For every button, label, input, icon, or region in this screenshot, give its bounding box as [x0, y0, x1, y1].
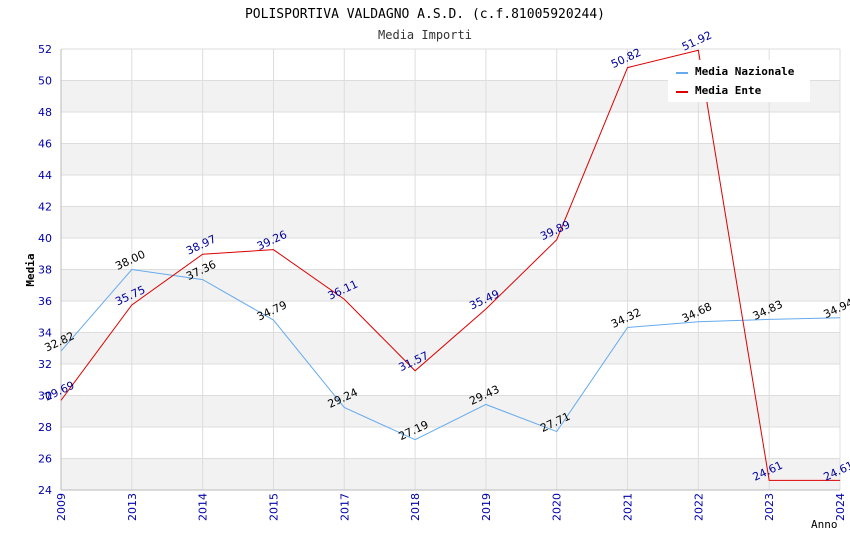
- x-tick-label: 2014: [197, 493, 210, 521]
- y-tick-label: 34: [38, 327, 52, 340]
- y-tick-label: 30: [38, 390, 52, 403]
- y-tick-label: 32: [38, 358, 52, 371]
- x-tick-label: 2009: [55, 493, 68, 521]
- data-label: 50.82: [609, 46, 643, 71]
- x-tick-label: 2017: [338, 493, 351, 521]
- series-line-0: [60, 268, 841, 441]
- series-lines: [60, 49, 841, 481]
- x-tick-label: 2024: [834, 493, 847, 521]
- y-tick-label: 24: [38, 484, 52, 497]
- legend: Media Nazionale Media Ente: [668, 60, 810, 102]
- y-axis-label: Media: [24, 253, 37, 286]
- x-tick-label: 2021: [622, 493, 635, 521]
- plot-band: [61, 206, 840, 238]
- y-tick-label: 42: [38, 201, 52, 214]
- plot-band: [61, 143, 840, 175]
- y-tick-label: 26: [38, 453, 52, 466]
- y-tick-label: 44: [38, 169, 52, 182]
- data-label: 51.92: [680, 29, 714, 54]
- y-tick-label: 40: [38, 232, 52, 245]
- legend-box: [668, 60, 810, 102]
- x-axis-ticks: 2009 2013 2014 2015 2017 2018 2019 2020 2021 2022…: [55, 493, 847, 521]
- series-line-1: [60, 49, 840, 481]
- plot-band: [61, 332, 840, 364]
- x-tick-label: 2013: [126, 493, 139, 521]
- y-tick-label: 36: [38, 295, 52, 308]
- x-tick-label: 2023: [763, 493, 776, 521]
- plot-band: [61, 458, 840, 490]
- x-tick-label: 2019: [480, 493, 493, 521]
- y-tick-label: 48: [38, 106, 52, 119]
- y-axis-ticks: 24 26 28 30 32 34 36 38 40 42 44 46 48 50 52: [38, 43, 52, 497]
- x-tick-label: 2018: [409, 493, 422, 521]
- x-tick-label: 2015: [267, 493, 280, 521]
- chart-subtitle: Media Importi: [378, 28, 472, 42]
- legend-label-media-ente: Media Ente: [695, 84, 762, 97]
- gridlines: [60, 48, 841, 491]
- y-tick-label: 28: [38, 421, 52, 434]
- x-tick-label: 2022: [692, 493, 705, 521]
- y-tick-label: 46: [38, 138, 52, 151]
- y-tick-label: 50: [38, 75, 52, 88]
- legend-label-media-nazionale: Media Nazionale: [695, 65, 795, 78]
- y-tick-label: 52: [38, 43, 52, 56]
- y-tick-label: 38: [38, 264, 52, 277]
- chart-title: POLISPORTIVA VALDAGNO A.S.D. (c.f.810059…: [245, 7, 605, 22]
- plot-band: [61, 269, 840, 301]
- x-tick-label: 2020: [551, 493, 564, 521]
- plot-background: [61, 80, 840, 490]
- x-axis-label: Anno: [811, 518, 838, 531]
